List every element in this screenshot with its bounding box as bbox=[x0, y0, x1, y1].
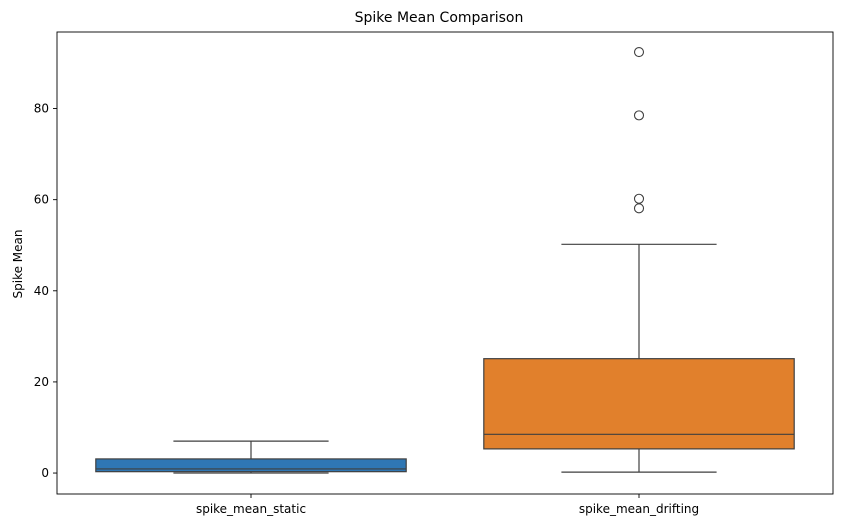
y-axis-label: Spike Mean bbox=[11, 230, 25, 299]
plot-area bbox=[95, 46, 795, 474]
box-iqr bbox=[95, 458, 407, 473]
outlier-point bbox=[633, 193, 645, 204]
chart-title: Spike Mean Comparison bbox=[355, 10, 524, 26]
outlier-point bbox=[633, 46, 645, 58]
box-group-spike_mean_static bbox=[95, 440, 407, 474]
y-tick-label: 80 bbox=[34, 102, 49, 116]
y-tick-label: 20 bbox=[34, 375, 49, 389]
box-iqr bbox=[483, 358, 795, 450]
y-tick-label: 0 bbox=[41, 466, 49, 480]
box-group-spike_mean_drifting bbox=[483, 46, 795, 473]
outlier-point bbox=[633, 203, 645, 214]
y-tick-label: 60 bbox=[34, 193, 49, 207]
x-tick-label: spike_mean_drifting bbox=[579, 502, 699, 516]
axes: 0 20 40 60 80 spike_mean_static spike_mean_dri… bbox=[34, 102, 699, 516]
x-tick-label: spike_mean_static bbox=[196, 502, 306, 516]
outlier-point bbox=[633, 110, 645, 121]
y-tick-label: 40 bbox=[34, 284, 49, 298]
plot-frame bbox=[56, 31, 834, 495]
